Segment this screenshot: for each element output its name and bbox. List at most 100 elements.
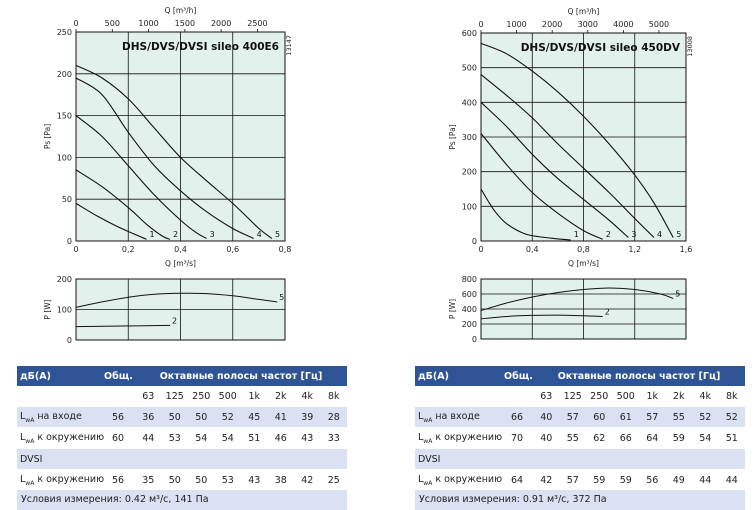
total-value: 60 [101, 427, 135, 449]
top-tick-label: 1500 [175, 19, 195, 28]
x-tick-label: 0 [73, 245, 78, 254]
measurement-conditions: Условия измерения: 0.91 м³/с, 372 Па [415, 490, 745, 510]
band-value: 54 [214, 427, 241, 449]
y-tick-label: 100 [57, 153, 72, 162]
frequency-label: 500 [612, 386, 639, 407]
y-tick-label: 200 [57, 70, 72, 79]
band-value: 51 [241, 427, 268, 449]
band-value: 50 [188, 406, 215, 428]
top-tick-label: 2000 [211, 19, 231, 28]
band-value: 36 [135, 406, 162, 428]
band-value: 44 [692, 469, 719, 490]
band-value: 43 [294, 427, 321, 449]
frequency-label: 250 [188, 386, 215, 407]
y-axis-label: Ps [Pa] [43, 124, 52, 149]
row-label: LwA к окружению [17, 469, 104, 490]
row-label: LwA на входе [17, 406, 101, 428]
empty-cell [241, 448, 268, 470]
curve-label-2: 2 [173, 230, 178, 239]
empty-cell [294, 448, 321, 470]
table-row: LwA к окружению 60 44 53 54 54 51 46 43 33 [17, 427, 348, 449]
top-tick-label: 3000 [578, 20, 598, 29]
curve-label-4: 4 [257, 230, 262, 239]
table-row: LwA к окружению 70 40 55 62 66 64 59 54 51 [415, 427, 746, 449]
y-axis-label: Ps [Pa] [448, 124, 457, 149]
band-value: 55 [559, 427, 586, 449]
frequency-row: 63 125 250 500 1k 2k 4k 8k [17, 386, 348, 407]
y-tick-label: 500 [462, 64, 477, 73]
y-tick-label: 400 [462, 98, 477, 107]
x-tick-label: 1,2 [628, 245, 641, 254]
frequency-row-spacer [501, 386, 533, 407]
frequency-label: 2k [267, 386, 294, 407]
total-value: 70 [501, 427, 533, 449]
band-value: 51 [718, 427, 746, 449]
band-value: 52 [692, 406, 719, 428]
row-label: LwA на входе [415, 406, 501, 428]
curve-label-2: 2 [606, 230, 611, 239]
row-label-subscript: wA [423, 437, 433, 445]
table-header-row: дБ(A) Общ. Октавные полосы частот [Гц] [415, 366, 746, 386]
band-value: 39 [294, 406, 321, 428]
pressure-curve-3 [75, 115, 207, 239]
header-unit: дБ(A) [17, 366, 101, 386]
power-y-tick-label: 200 [462, 320, 477, 329]
band-value: 56 [639, 469, 666, 490]
band-value: 62 [586, 427, 613, 449]
row-label-subscript: wA [423, 479, 433, 487]
row-label-subscript: wA [25, 416, 35, 424]
power-y-tick-label: 600 [462, 290, 477, 299]
frequency-label: 2k [665, 386, 692, 407]
empty-cell [665, 448, 692, 470]
empty-cell [586, 448, 613, 470]
row-label: LwA к окружению [415, 427, 502, 449]
empty-cell [692, 448, 719, 470]
band-value: 54 [692, 427, 719, 449]
band-value: 61 [612, 406, 639, 428]
frequency-label: 4k [294, 386, 321, 407]
curve-label-5: 5 [275, 230, 280, 239]
x-axis-label: Q [m³/s] [165, 259, 196, 268]
frequency-label: 125 [161, 386, 188, 407]
top-tick-label: 1000 [138, 19, 158, 28]
power-y-tick-label: 0 [472, 335, 477, 344]
band-value: 33 [320, 427, 348, 449]
total-value: 56 [101, 469, 135, 490]
power-y-axis-label: P [W] [43, 299, 52, 319]
band-value: 42 [533, 469, 560, 490]
band-value: 50 [188, 469, 215, 490]
band-value: 50 [161, 469, 188, 490]
x-tick-label: 0,6 [226, 245, 239, 254]
band-value: 60 [586, 406, 613, 428]
frequency-label: 63 [135, 386, 162, 407]
pressure-curve-1 [480, 188, 571, 241]
row-label: LwA к окружению [17, 427, 104, 449]
empty-cell [559, 448, 586, 470]
chart-code: 13147 [285, 35, 293, 56]
power-y-tick-label: 800 [462, 275, 477, 284]
x-tick-label: 1,6 [680, 245, 693, 254]
power-curve-2 [75, 324, 171, 328]
x-tick-label: 0,4 [526, 245, 539, 254]
pressure-curve-2 [75, 169, 171, 240]
total-value: 56 [101, 406, 135, 428]
y-tick-label: 300 [462, 133, 477, 142]
pressure-curve-3 [480, 101, 629, 238]
band-value: 53 [161, 427, 188, 449]
band-value: 44 [135, 427, 162, 449]
x-tick-label: 0,4 [174, 245, 187, 254]
pressure-curve-1 [75, 202, 147, 240]
pressure-curve-2 [480, 133, 603, 240]
band-value: 59 [586, 469, 613, 490]
pressure-curve-5 [75, 64, 273, 239]
row-label: DVSI [415, 448, 501, 470]
y-tick-label: 100 [462, 202, 477, 211]
sound-table-1: дБ(A) Общ. Октавные полосы частот [Гц] 63 12… [17, 366, 348, 490]
frequency-row-spacer [17, 386, 101, 407]
frequency-label: 1k [639, 386, 666, 407]
frequency-label: 1k [241, 386, 268, 407]
band-value: 57 [559, 469, 586, 490]
